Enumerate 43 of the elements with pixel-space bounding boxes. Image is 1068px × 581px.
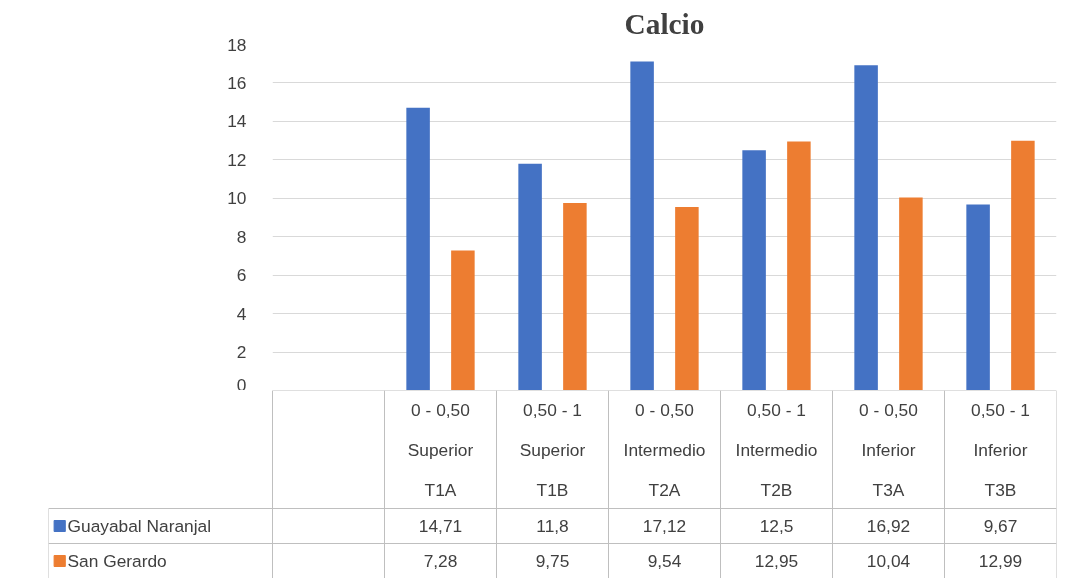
bar — [966, 204, 990, 390]
bar — [742, 150, 766, 390]
bar — [1011, 140, 1035, 390]
data-label: 12,95 — [754, 551, 799, 571]
y-tick-label: 2 — [236, 342, 247, 363]
bar — [406, 107, 430, 390]
x-tick-label: 0 - 0,50 Intermedio T2A — [623, 399, 706, 500]
data-label: 9,67 — [983, 516, 1018, 536]
legend-label: San Gerardo — [67, 551, 167, 571]
data-label: 17,12 — [642, 516, 687, 536]
y-tick-label: 16 — [227, 72, 247, 93]
y-tick-label: 18 — [227, 34, 247, 55]
x-tick-label: 0,50 - 1 Superior T1B — [519, 399, 586, 500]
data-label: 12,99 — [978, 551, 1023, 571]
y-tick-label: 10 — [227, 188, 247, 209]
data-label: 12,5 — [759, 516, 794, 536]
x-tick-label: 0,50 - 1 Inferior T3B — [971, 399, 1030, 500]
data-label: 9,75 — [535, 551, 570, 571]
y-tick-label: 4 — [236, 303, 247, 324]
data-label: 14,71 — [418, 516, 463, 536]
bar — [854, 65, 878, 390]
y-tick-label: 0 — [236, 374, 247, 395]
data-label: 10,04 — [866, 551, 911, 571]
bar — [787, 141, 811, 390]
x-tick-label: 0 - 0,50 Superior T1A — [407, 399, 474, 500]
y-tick-label: 6 — [236, 265, 247, 286]
y-tick-label: 12 — [227, 149, 247, 170]
data-label: 9,54 — [647, 551, 682, 571]
data-label: 11,8 — [536, 516, 569, 536]
x-tick-label: 0 - 0,50 Inferior T3A — [859, 399, 918, 500]
bar — [899, 197, 923, 390]
data-label: 16,92 — [866, 516, 911, 536]
bar — [675, 207, 699, 390]
bar — [451, 250, 475, 390]
chart-title: Calcio — [624, 7, 705, 40]
y-tick-label: 14 — [227, 111, 247, 132]
bar — [518, 163, 542, 390]
legend-label: Guayabal Naranjal — [67, 516, 212, 536]
bar — [630, 61, 654, 390]
bar — [563, 203, 587, 390]
x-tick-label: 0,50 - 1 Intermedio T2B — [735, 399, 818, 500]
data-label: 7,28 — [423, 551, 458, 571]
y-tick-label: 8 — [236, 226, 247, 247]
